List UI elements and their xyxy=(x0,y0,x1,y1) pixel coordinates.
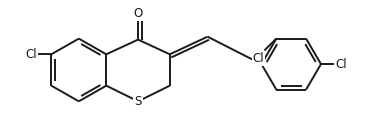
Text: Cl: Cl xyxy=(26,48,38,61)
Text: Cl: Cl xyxy=(253,52,264,65)
Text: O: O xyxy=(134,7,143,20)
Text: Cl: Cl xyxy=(335,58,346,71)
Text: S: S xyxy=(134,95,142,108)
